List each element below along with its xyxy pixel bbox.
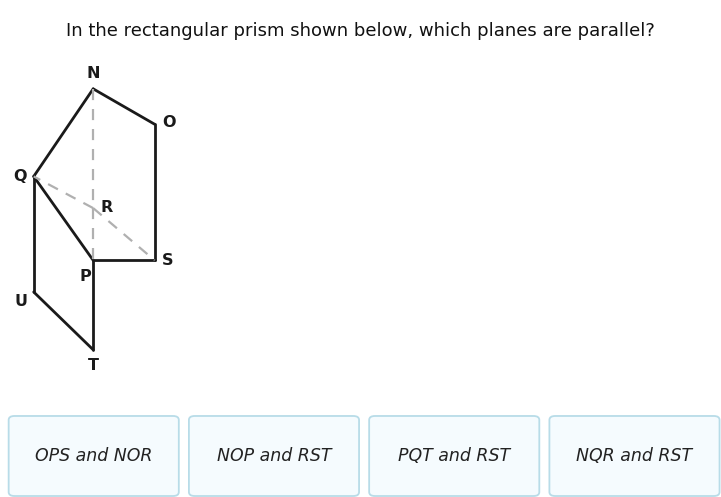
Text: NQR and RST: NQR and RST	[576, 447, 693, 465]
Text: OPS and NOR: OPS and NOR	[35, 447, 152, 465]
Text: PQT and RST: PQT and RST	[398, 447, 510, 465]
Text: In the rectangular prism shown below, which planes are parallel?: In the rectangular prism shown below, wh…	[66, 22, 655, 40]
Text: S: S	[162, 253, 173, 268]
Text: T: T	[88, 358, 99, 373]
Text: Q: Q	[13, 169, 27, 184]
Text: O: O	[162, 115, 175, 130]
Text: R: R	[100, 200, 112, 215]
Text: NOP and RST: NOP and RST	[217, 447, 331, 465]
Text: U: U	[14, 294, 28, 309]
Text: P: P	[79, 268, 91, 283]
Text: N: N	[87, 66, 100, 81]
